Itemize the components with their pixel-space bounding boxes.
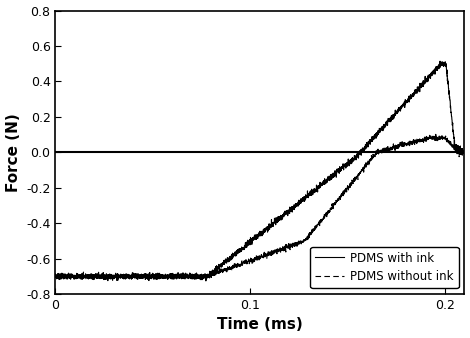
PDMS with ink — [99, 276, 105, 280]
PDMS without ink — [99, 274, 105, 278]
PDMS with ink — [53, 272, 58, 276]
PDMS without ink — [53, 275, 58, 279]
PDMS with ink — [227, 254, 233, 258]
PDMS without ink — [462, 152, 467, 156]
Line: PDMS with ink: PDMS with ink — [55, 61, 464, 281]
Line: PDMS without ink: PDMS without ink — [55, 134, 464, 280]
PDMS with ink — [124, 276, 129, 280]
PDMS without ink — [210, 271, 215, 275]
PDMS without ink — [124, 275, 129, 280]
PDMS with ink — [454, 144, 460, 148]
PDMS without ink — [104, 278, 110, 282]
PDMS with ink — [462, 150, 467, 154]
PDMS without ink — [227, 265, 233, 269]
PDMS with ink — [210, 270, 215, 274]
X-axis label: Time (ms): Time (ms) — [217, 317, 303, 333]
PDMS without ink — [454, 150, 460, 154]
PDMS with ink — [410, 92, 415, 96]
PDMS without ink — [433, 132, 439, 136]
Legend: PDMS with ink, PDMS without ink: PDMS with ink, PDMS without ink — [310, 247, 459, 288]
PDMS with ink — [203, 279, 209, 283]
PDMS with ink — [437, 59, 443, 63]
PDMS without ink — [410, 141, 415, 145]
Y-axis label: Force (N): Force (N) — [6, 113, 21, 192]
